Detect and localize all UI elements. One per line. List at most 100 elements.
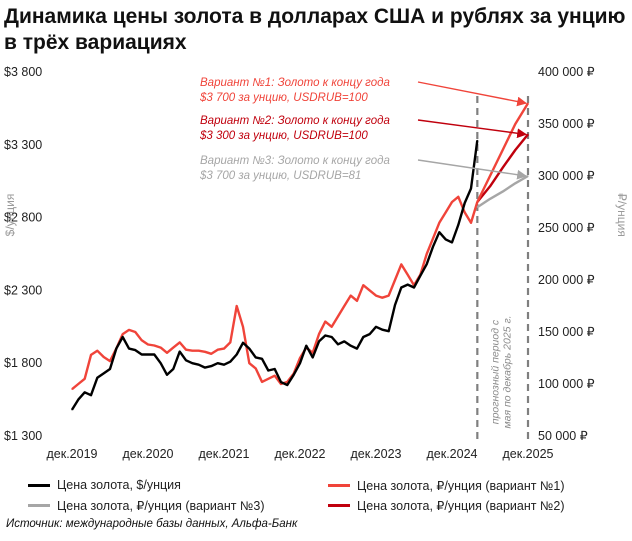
- data-point: [457, 224, 459, 226]
- data-point: [369, 333, 371, 335]
- data-point: [267, 369, 269, 372]
- data-point: [147, 353, 149, 356]
- data-point: [527, 175, 529, 177]
- data-point: [388, 330, 390, 332]
- data-point: [489, 175, 491, 177]
- right-tick-label: 250 000 ₽: [538, 221, 595, 235]
- data-point: [210, 353, 212, 355]
- data-point: [407, 283, 409, 286]
- x-tick-label: дек.2021: [199, 447, 250, 461]
- data-point: [337, 343, 339, 345]
- x-tick-label: дек.2024: [427, 447, 478, 461]
- data-point: [514, 123, 516, 125]
- data-point: [432, 246, 434, 248]
- annotation-v2-line1: Вариант №2: Золото к концу года: [200, 115, 390, 127]
- data-point: [223, 348, 225, 350]
- data-point: [185, 359, 187, 361]
- data-point: [375, 295, 377, 297]
- data-point: [280, 381, 282, 383]
- data-point: [331, 326, 333, 328]
- data-point: [419, 275, 421, 277]
- data-point: [438, 222, 440, 224]
- right-tick-label: 300 000 ₽: [538, 169, 595, 183]
- data-point: [217, 349, 219, 351]
- data-point: [84, 391, 86, 393]
- right-tick-label: 50 000 ₽: [538, 429, 588, 443]
- data-point: [204, 351, 206, 353]
- data-point: [77, 383, 79, 385]
- data-point: [312, 356, 314, 358]
- data-point: [369, 289, 371, 291]
- data-point: [388, 295, 390, 297]
- x-tick-label: дек.2022: [275, 447, 326, 461]
- data-point: [445, 238, 447, 241]
- data-point: [470, 222, 472, 224]
- data-point: [502, 167, 504, 169]
- data-point: [160, 362, 162, 364]
- data-point: [305, 345, 307, 347]
- annotation-v2-line2: $3 300 за унцию, USDRUB=100: [199, 130, 368, 142]
- data-point: [400, 286, 402, 289]
- data-point: [324, 321, 326, 323]
- legend-usd: Цена золота, $/унция: [28, 478, 181, 492]
- x-tick-label: дек.2020: [123, 447, 174, 461]
- data-point: [128, 348, 130, 350]
- data-point: [324, 334, 326, 337]
- data-point: [198, 364, 200, 366]
- data-point: [381, 329, 383, 331]
- left-tick-label: $1 800: [4, 356, 42, 370]
- right-tick-label: 400 000 ₽: [538, 65, 595, 79]
- data-point: [413, 286, 415, 289]
- left-tick-label: $3 300: [4, 138, 42, 152]
- annotation-v3-line2: $3 700 за унцию, USDRUB=81: [199, 170, 361, 182]
- data-point: [128, 329, 130, 331]
- data-point: [179, 341, 181, 343]
- data-point: [407, 274, 409, 276]
- data-point: [160, 347, 162, 349]
- data-point: [242, 342, 244, 344]
- data-point: [179, 350, 181, 353]
- legend-label: Цена золота, $/унция: [57, 478, 181, 492]
- annotation-v3-line1: Вариант №3: Золото к концу года: [200, 155, 390, 167]
- right-tick-label: 150 000 ₽: [538, 325, 595, 339]
- data-point: [141, 353, 143, 356]
- data-point: [185, 349, 187, 351]
- left-axis-title: $/унция: [3, 194, 17, 237]
- data-point: [229, 341, 231, 343]
- legend-v3: Цена золота, ₽/унция (вариант №3): [28, 498, 264, 513]
- data-point: [191, 350, 193, 352]
- data-point: [476, 139, 478, 142]
- data-point: [318, 333, 320, 335]
- data-point: [166, 352, 168, 354]
- data-point: [147, 343, 149, 346]
- data-point: [77, 399, 79, 401]
- left-tick-label: $2 300: [4, 283, 42, 297]
- legend-swatch: [28, 504, 50, 507]
- forecast-label-line1: прогнозный период с: [490, 319, 502, 424]
- data-point: [400, 263, 402, 265]
- data-point: [274, 375, 276, 377]
- source-note: Источник: международные базы данных, Аль…: [6, 518, 298, 530]
- data-point: [134, 331, 136, 333]
- x-tick-label: дек.2025: [503, 447, 554, 461]
- data-point: [362, 336, 364, 338]
- data-point: [331, 336, 333, 338]
- data-point: [71, 409, 73, 411]
- data-point: [312, 352, 314, 354]
- legend-swatch: [28, 483, 50, 487]
- data-point: [299, 357, 301, 359]
- data-point: [514, 182, 516, 184]
- data-point: [172, 347, 174, 349]
- data-point: [356, 300, 358, 302]
- legend-label: Цена золота, ₽/унция (вариант №1): [357, 479, 565, 493]
- data-point: [350, 295, 352, 297]
- left-tick-label: $2 800: [4, 211, 42, 225]
- data-point: [438, 231, 440, 233]
- data-point: [96, 350, 98, 352]
- data-point: [432, 237, 434, 239]
- data-point: [109, 360, 111, 362]
- data-point: [223, 364, 225, 366]
- data-point: [172, 368, 174, 370]
- data-point: [248, 348, 250, 350]
- data-point: [502, 149, 504, 151]
